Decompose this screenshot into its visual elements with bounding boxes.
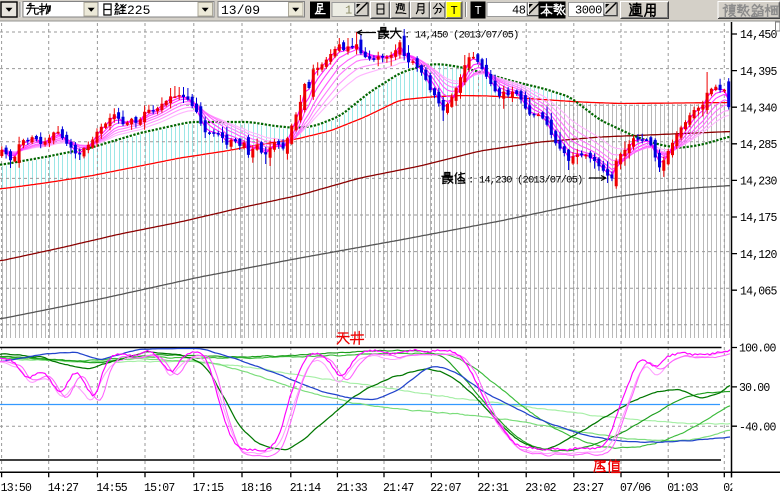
svg-text:: 14,230 (2013/07/05): : 14,230 (2013/07/05) bbox=[468, 175, 582, 187]
svg-text:T: T bbox=[451, 4, 458, 18]
svg-text:13/09: 13/09 bbox=[221, 3, 260, 18]
svg-text:23:27: 23:27 bbox=[573, 482, 604, 495]
svg-text:14,285: 14,285 bbox=[740, 139, 778, 152]
svg-text:3000: 3000 bbox=[575, 4, 602, 18]
svg-text:07/06: 07/06 bbox=[620, 482, 651, 495]
svg-text:: 14,450 (2013/07/05): : 14,450 (2013/07/05) bbox=[404, 30, 518, 42]
svg-text:48: 48 bbox=[512, 4, 526, 18]
svg-text:14,230: 14,230 bbox=[740, 176, 778, 189]
svg-text:100.00: 100.00 bbox=[739, 343, 777, 356]
svg-text:22:07: 22:07 bbox=[430, 482, 461, 495]
svg-text:14,065: 14,065 bbox=[740, 285, 778, 298]
svg-text:22:31: 22:31 bbox=[478, 482, 509, 495]
svg-text:21:14: 21:14 bbox=[290, 482, 321, 495]
svg-text:14,340: 14,340 bbox=[740, 102, 778, 115]
svg-text:14,395: 14,395 bbox=[740, 66, 778, 79]
svg-text:14,120: 14,120 bbox=[740, 249, 778, 262]
svg-text:14:55: 14:55 bbox=[96, 482, 127, 495]
svg-text:T: T bbox=[475, 4, 482, 18]
svg-text:21:47: 21:47 bbox=[383, 482, 414, 495]
svg-text:1: 1 bbox=[345, 4, 352, 18]
svg-text:01:03: 01:03 bbox=[667, 482, 698, 495]
svg-text:225: 225 bbox=[127, 3, 150, 18]
svg-text:15:07: 15:07 bbox=[144, 482, 175, 495]
svg-text:17:15: 17:15 bbox=[193, 482, 224, 495]
svg-text:23:02: 23:02 bbox=[525, 482, 556, 495]
svg-text:18:16: 18:16 bbox=[241, 482, 272, 495]
svg-text:-40.00: -40.00 bbox=[739, 421, 777, 434]
svg-text:14:27: 14:27 bbox=[48, 482, 79, 495]
svg-text:14,450: 14,450 bbox=[740, 29, 778, 42]
svg-text:21:33: 21:33 bbox=[336, 482, 367, 495]
svg-text:30.00: 30.00 bbox=[739, 382, 770, 395]
svg-text:13:50: 13:50 bbox=[1, 482, 32, 495]
svg-text:14,175: 14,175 bbox=[740, 212, 778, 225]
